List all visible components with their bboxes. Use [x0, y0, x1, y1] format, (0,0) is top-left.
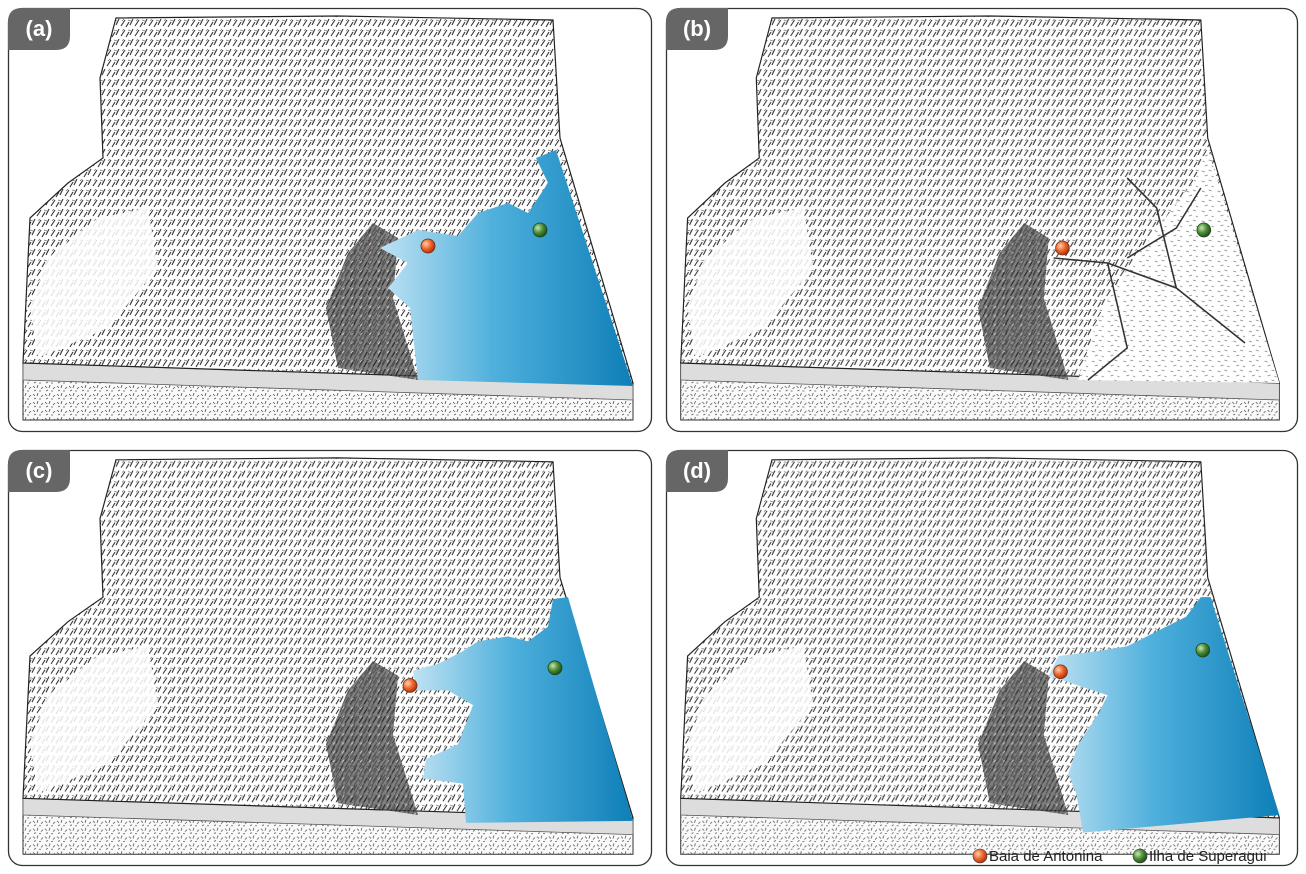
panel: (b): [666, 8, 1298, 432]
legend-marker: [1133, 849, 1147, 863]
block-diagram: [23, 16, 633, 420]
figure: (a) (b) (c) (d) Baia de Antonina Ilha de Supe…: [0, 0, 1306, 874]
site-marker: [1196, 643, 1210, 657]
panel-label: (d): [683, 458, 711, 483]
panel-label: (a): [26, 16, 53, 41]
block-diagram: [23, 458, 633, 854]
legend-marker: [973, 849, 987, 863]
site-marker: [421, 239, 435, 253]
site-marker: [533, 223, 547, 237]
site-marker: [403, 679, 417, 693]
block-diagram: [681, 16, 1280, 420]
site-marker: [1197, 223, 1211, 237]
panel: (c): [8, 450, 652, 866]
site-marker: [1056, 241, 1070, 255]
panel-label: (c): [26, 458, 53, 483]
panel-label: (b): [683, 16, 711, 41]
legend-label: Ilha de Superagui: [1149, 848, 1267, 865]
panel: (d): [666, 450, 1298, 866]
block-diagram: [681, 458, 1280, 854]
legend-label: Baia de Antonina: [989, 848, 1103, 865]
site-marker: [1054, 665, 1068, 679]
site-marker: [548, 661, 562, 675]
panel: (a): [8, 8, 652, 432]
